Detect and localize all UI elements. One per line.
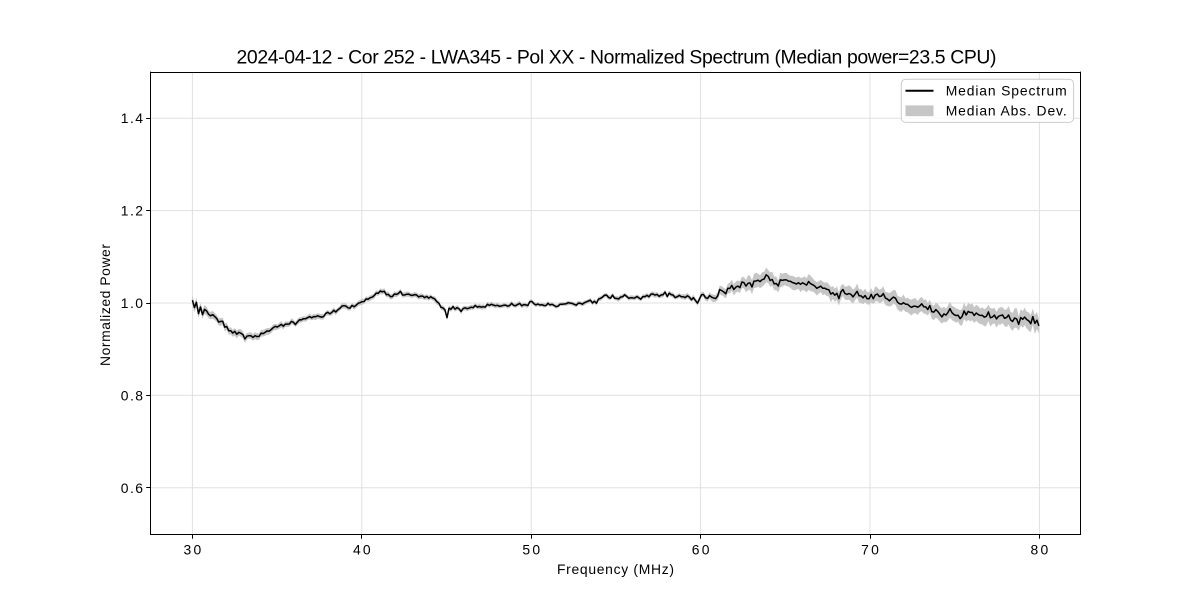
svg-text:1.4: 1.4 xyxy=(121,110,143,126)
svg-text:80: 80 xyxy=(1031,542,1049,558)
svg-text:50: 50 xyxy=(522,542,540,558)
svg-text:0.8: 0.8 xyxy=(121,387,143,403)
svg-text:Frequency (MHz): Frequency (MHz) xyxy=(557,561,674,577)
svg-text:Median Abs. Dev.: Median Abs. Dev. xyxy=(946,103,1067,119)
svg-text:1.2: 1.2 xyxy=(121,203,143,219)
svg-text:60: 60 xyxy=(692,542,710,558)
svg-text:0.6: 0.6 xyxy=(121,480,143,496)
svg-text:2024-04-12 - Cor 252 - LWA345: 2024-04-12 - Cor 252 - LWA345 - Pol XX -… xyxy=(237,47,997,69)
svg-text:70: 70 xyxy=(861,542,879,558)
svg-text:40: 40 xyxy=(353,542,371,558)
svg-text:Normalized Power: Normalized Power xyxy=(97,244,113,366)
svg-text:30: 30 xyxy=(184,542,202,558)
svg-text:1.0: 1.0 xyxy=(121,295,143,311)
svg-text:Median Spectrum: Median Spectrum xyxy=(946,83,1067,99)
